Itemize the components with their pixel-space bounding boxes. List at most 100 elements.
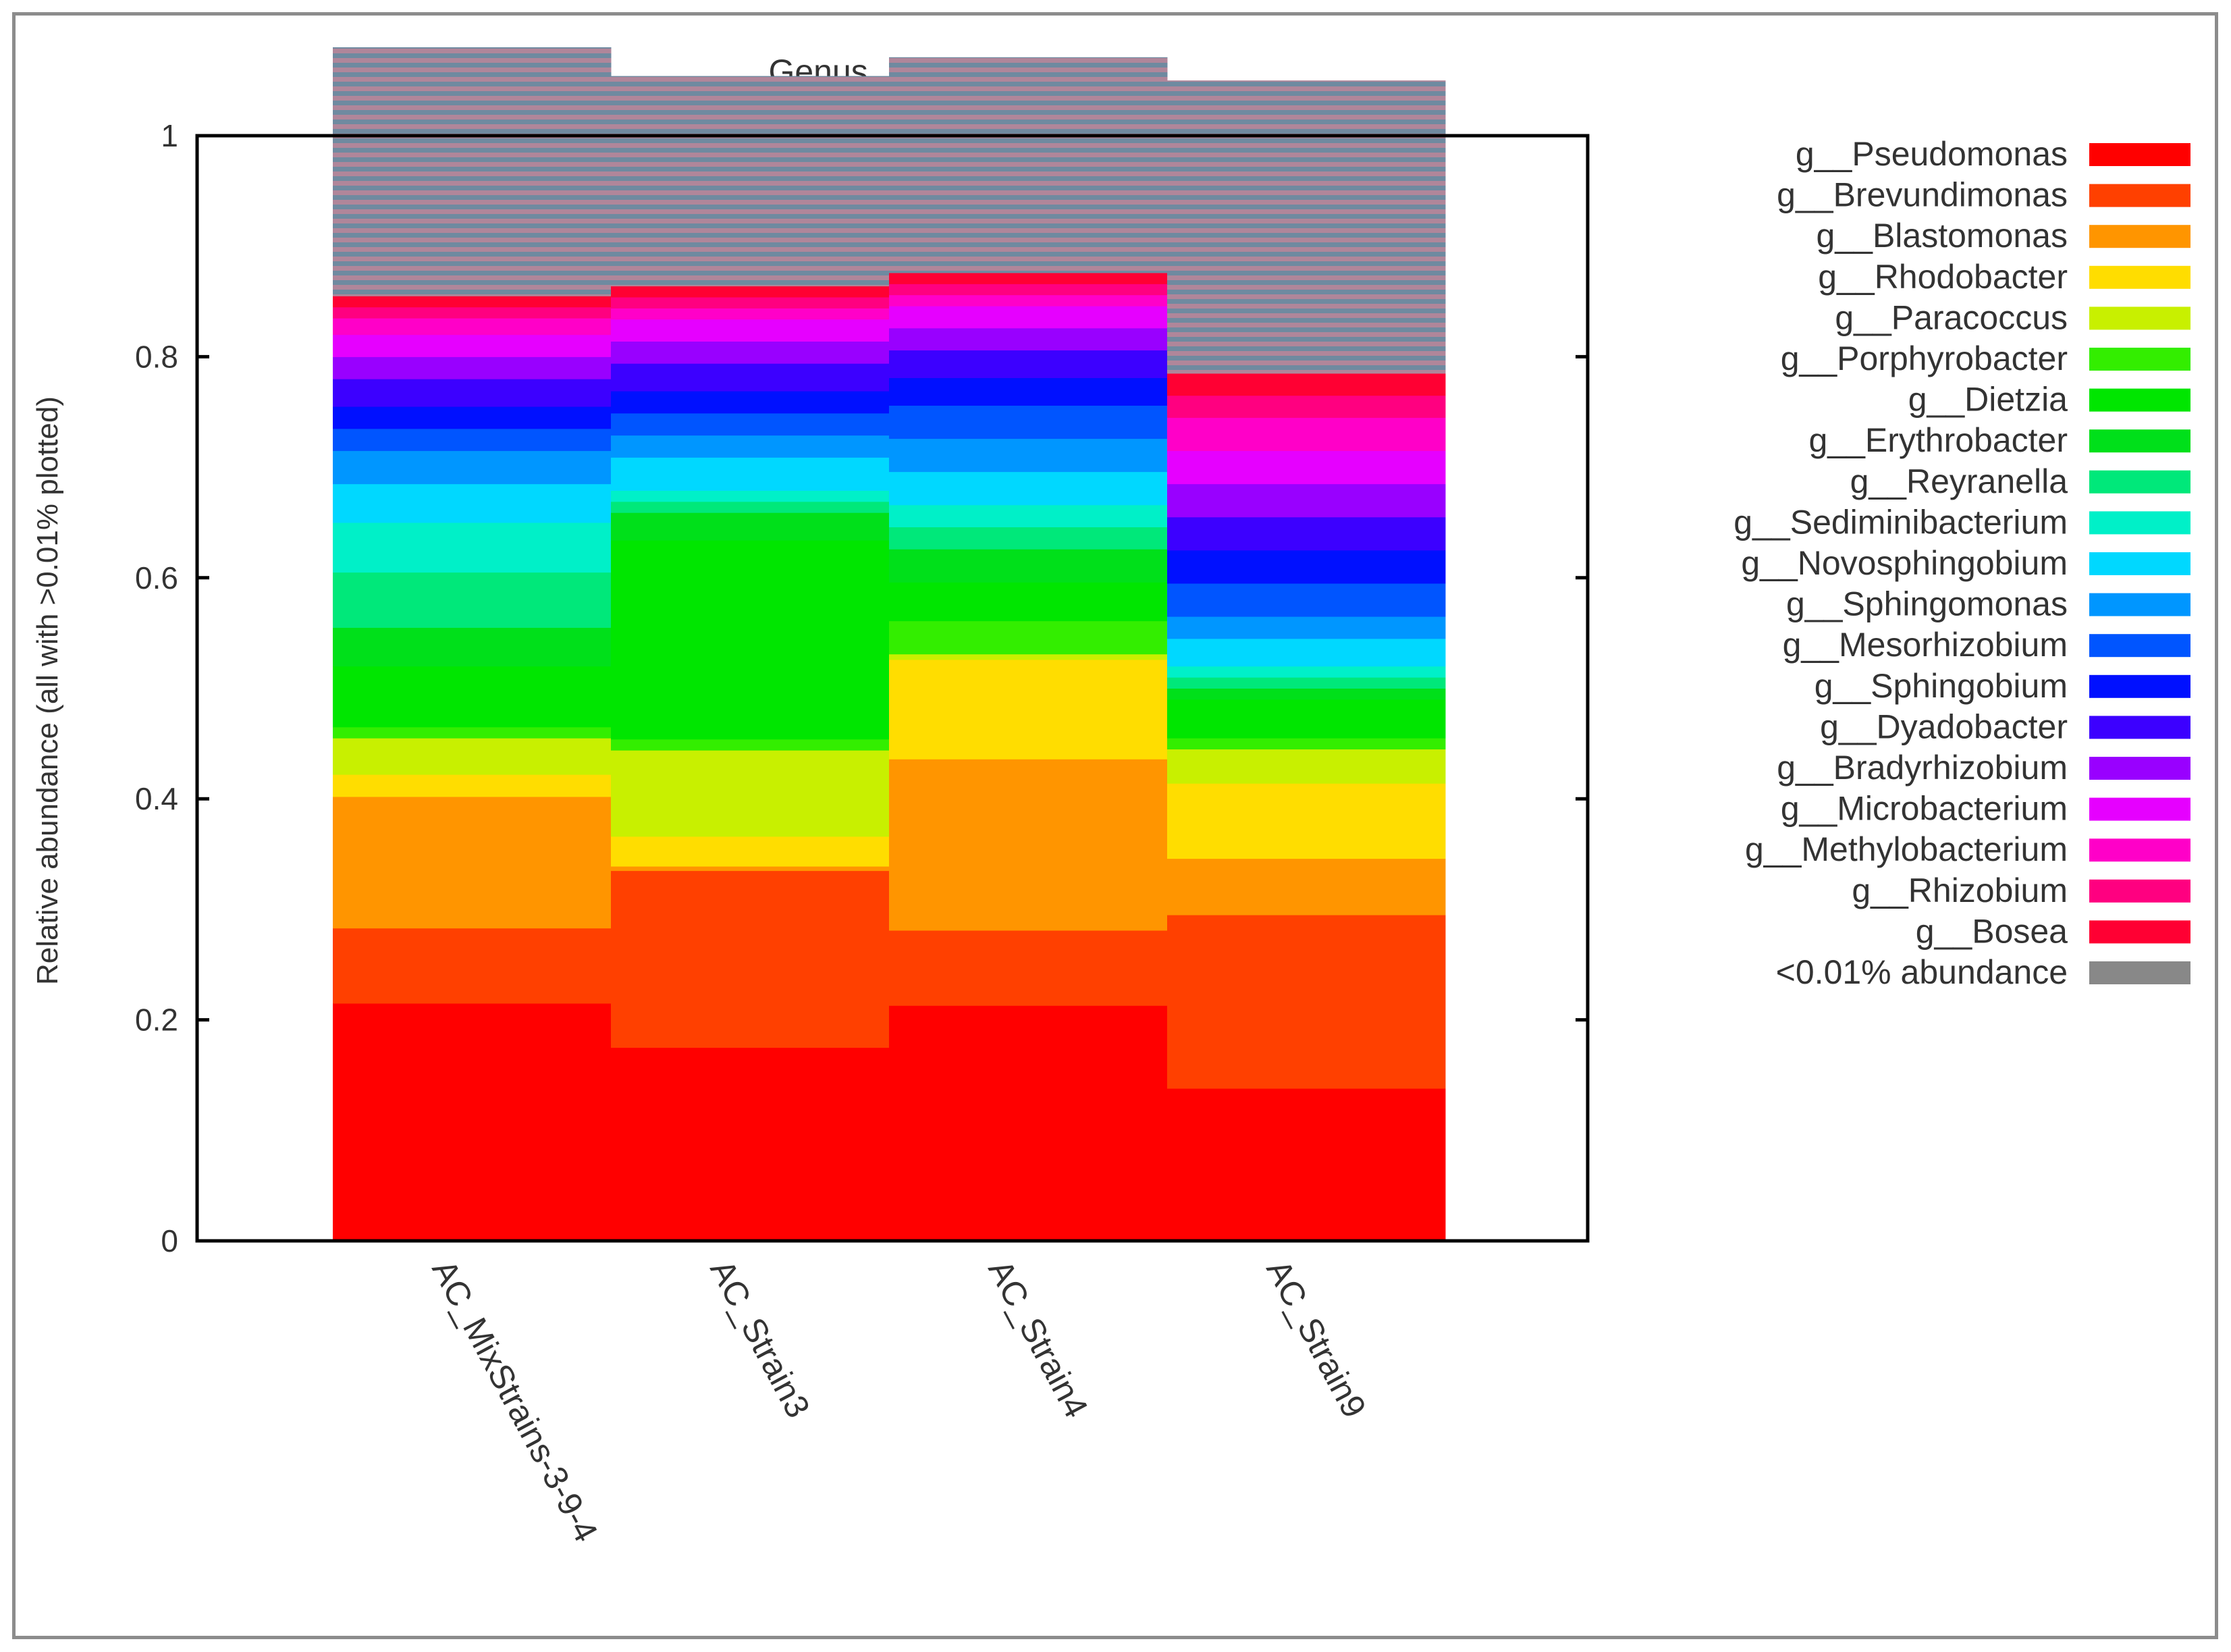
- bar-segment: [333, 483, 612, 523]
- bar-segment: [611, 457, 890, 491]
- bar-segment: [333, 450, 612, 485]
- bar-segment: [611, 866, 890, 872]
- legend-swatch: [2089, 920, 2190, 944]
- bar-segment: [889, 759, 1168, 931]
- legend-swatch: [2089, 634, 2190, 658]
- y-tick-label: 0.2: [135, 1003, 178, 1038]
- bar-segment: [889, 549, 1168, 583]
- bars-layer: [333, 47, 1446, 1242]
- bar-segment: [333, 47, 612, 296]
- bar-segment: [333, 796, 612, 929]
- bar-segment: [333, 627, 612, 667]
- legend: g__Pseudomonasg__Brevundimonasg__Blastom…: [1733, 135, 2190, 991]
- bar-segment: [611, 750, 890, 837]
- bar-segment: [611, 341, 890, 364]
- bar-segment: [1167, 80, 1446, 374]
- bar-segment: [611, 391, 890, 414]
- legend-label: g__Brevundimonas: [1777, 176, 2068, 214]
- bar-segment: [611, 739, 890, 751]
- legend-swatch: [2089, 184, 2190, 207]
- x-axis: AC_MixStrains-3-9-4 AC_Strain3 AC_Strain4 A…: [425, 1254, 1373, 1548]
- bar-segment: [611, 76, 890, 287]
- legend-label: <0.01% abundance: [1776, 953, 2068, 991]
- bar-segment: [1167, 699, 1446, 739]
- bar-segment: [611, 836, 890, 867]
- bar-segment: [1167, 450, 1446, 485]
- bar-segment: [333, 334, 612, 357]
- bar-segment: [333, 572, 612, 628]
- bar-segment: [333, 928, 612, 1004]
- legend-swatch: [2089, 307, 2190, 330]
- legend-label: g__Sphingomonas: [1786, 585, 2068, 623]
- bar-segment: [611, 308, 890, 320]
- bar-segment: [1167, 417, 1446, 452]
- bar-segment: [1167, 666, 1446, 678]
- bar-segment: [333, 318, 612, 336]
- bar-segment: [1167, 616, 1446, 639]
- y-tick-label: 0.8: [135, 339, 178, 374]
- bar-segment: [611, 501, 890, 513]
- bar-segment: [1167, 688, 1446, 700]
- legend-label: g__Sphingobium: [1815, 667, 2068, 705]
- bar-segment: [889, 294, 1168, 307]
- bar-segment: [1167, 677, 1446, 689]
- stacked-bar-chart: Genus_bacteria 00.20.40.60.81 AC_MixStra…: [31, 47, 2190, 1548]
- bar-segment: [333, 738, 612, 775]
- legend-label: g__Methylobacterium: [1745, 830, 2068, 868]
- bar-segment: [889, 272, 1168, 284]
- legend-label: g__Sediminibacterium: [1733, 503, 2068, 541]
- legend-swatch: [2089, 961, 2190, 984]
- bar-segment: [333, 406, 612, 429]
- bar-segment: [333, 726, 612, 739]
- legend-swatch: [2089, 388, 2190, 412]
- plot-border: [195, 134, 1590, 1243]
- legend-swatch: [2089, 757, 2190, 780]
- y-tick-label: 0.4: [135, 781, 178, 816]
- bar-segment: [333, 379, 612, 407]
- bar-segment: [333, 522, 612, 573]
- bar-segment: [1167, 738, 1446, 750]
- bar-segment: [1167, 516, 1446, 551]
- bar-segment: [889, 57, 1168, 273]
- bar-segment: [611, 286, 890, 298]
- bar-segment: [611, 490, 890, 502]
- bar-segment: [611, 435, 890, 458]
- bar-segment: [611, 540, 890, 740]
- x-tick-label: AC_Strain4: [981, 1254, 1095, 1424]
- legend-label: g__Microbacterium: [1781, 790, 2068, 828]
- bar-segment: [333, 307, 612, 319]
- bar-segment: [889, 405, 1168, 439]
- legend-swatch: [2089, 593, 2190, 616]
- bar-segment: [333, 356, 612, 379]
- legend-label: g__Reyranella: [1850, 462, 2068, 500]
- bar-segment: [889, 471, 1168, 506]
- legend-swatch: [2089, 674, 2190, 698]
- legend-swatch: [2089, 838, 2190, 862]
- bar-segment: [333, 666, 612, 728]
- legend-swatch: [2089, 716, 2190, 739]
- legend-label: g__Pseudomonas: [1796, 135, 2068, 173]
- legend-label: g__Bosea: [1916, 912, 2068, 950]
- y-tick-label: 0.6: [135, 560, 178, 595]
- bar-segment: [889, 504, 1168, 527]
- bar-segment: [611, 363, 890, 392]
- bar-segment: [889, 620, 1168, 655]
- bar-segment: [611, 319, 890, 342]
- bar-segment: [1167, 550, 1446, 584]
- legend-label: g__Blastomonas: [1817, 217, 2068, 255]
- legend-label: g__Dietzia: [1908, 381, 2068, 419]
- bar-segment: [611, 297, 890, 309]
- bar-segment: [1167, 395, 1446, 418]
- legend-swatch: [2089, 348, 2190, 371]
- bar-segment: [889, 1005, 1168, 1242]
- bar-segment: [1167, 483, 1446, 518]
- legend-label: g__Rhizobium: [1852, 872, 2068, 909]
- bar-segment: [889, 350, 1168, 379]
- legend-swatch: [2089, 470, 2190, 494]
- bar-segment: [611, 870, 890, 1048]
- bar-segment: [333, 428, 612, 452]
- bar-segment: [1167, 915, 1446, 1089]
- x-tick-label: AC_Strain3: [703, 1254, 817, 1424]
- legend-swatch: [2089, 511, 2190, 535]
- legend-label: g__Porphyrobacter: [1781, 340, 2068, 377]
